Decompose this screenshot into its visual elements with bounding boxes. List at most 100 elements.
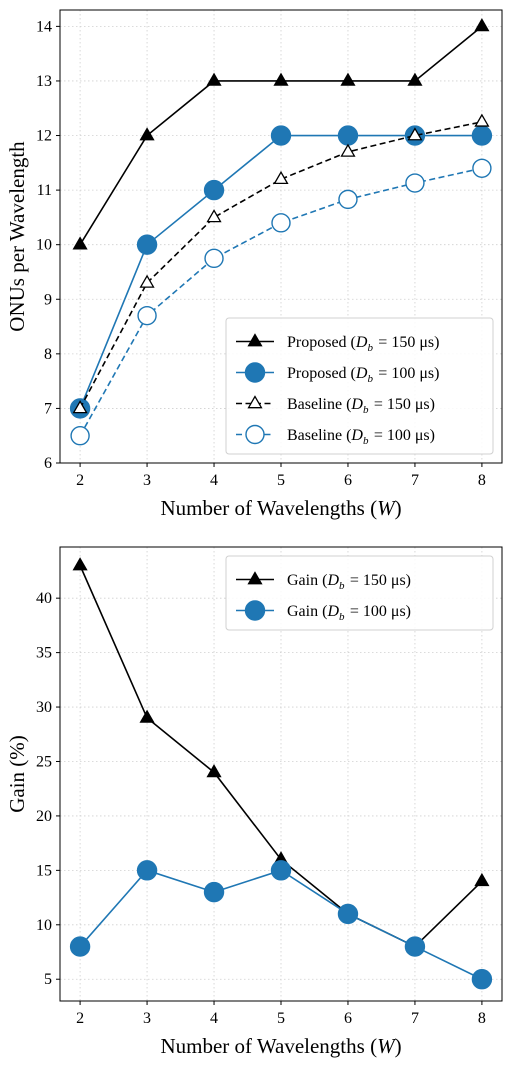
legend-box [225,555,494,631]
x-tick-label: 7 [411,472,419,489]
data-point [340,143,356,157]
data-point [270,125,292,146]
data-point [270,860,292,881]
data-point [70,426,90,446]
data-point [405,173,425,193]
data-point [407,127,423,141]
legend-item: Gain (Db = 100 μs) [236,600,411,623]
data-point [69,936,91,957]
data-point [474,113,490,127]
y-tick-label: 10 [36,917,52,934]
data-point [139,127,155,141]
data-point [136,860,158,881]
y-tick-label: 8 [44,346,52,363]
data-point [139,274,155,288]
data-point [204,248,224,269]
data-point [139,709,155,723]
legend-label: Baseline (Db = 150 μs) [287,396,435,416]
x-tick-label: 3 [143,1010,151,1027]
data-point [407,72,423,86]
y-tick-label: 30 [36,699,52,716]
data-point [206,72,222,86]
x-tick-label: 8 [478,1010,486,1027]
x-tick-label: 4 [210,472,218,489]
legend-marker [247,395,263,409]
data-point [337,125,359,146]
legend: Gain (Db = 150 μs) Gain (Db = 100 μs) [225,555,494,631]
x-tick-label: 6 [344,472,352,489]
y-tick-label: 25 [36,753,52,770]
x-axis-label: Number of Wavelengths (W) [160,1034,401,1058]
data-point [206,764,222,778]
data-point [206,209,222,223]
legend-item: Proposed (Db = 100 μs) [236,362,439,385]
y-tick-label: 13 [36,73,52,90]
y-tick-label: 11 [37,182,52,199]
x-tick-label: 6 [344,1010,352,1027]
data-point [471,969,493,990]
data-point [271,213,291,233]
chart-1: 2 3 4 5 6 7 8 6 7 8 9 10 11 12 13 14 Number of Wavelengt… [5,9,503,520]
legend-label: Gain (Db = 150 μs) [287,572,411,592]
data-point [72,400,88,414]
legend-label: Baseline (Db = 100 μs) [287,427,435,447]
data-point [203,881,225,903]
legend-marker [244,362,266,383]
x-tick-label: 2 [76,1010,84,1027]
series-proposed-db-150-s [72,18,490,250]
data-point [136,234,158,255]
data-point [471,125,493,146]
y-tick-label: 9 [44,291,52,308]
y-tick-label: 20 [36,808,52,825]
data-point [337,903,359,925]
y-tick-label: 35 [36,645,52,662]
legend-item: Gain (Db = 150 μs) [236,571,411,592]
legend-label: Gain (Db = 100 μs) [287,603,411,623]
x-tick-label: 7 [411,1010,419,1027]
data-point [273,72,289,86]
y-tick-label: 15 [36,862,52,879]
legend-marker [245,424,265,445]
y-tick-label: 7 [44,400,52,417]
data-point [474,18,490,32]
legend-box [225,317,494,455]
series-baseline-db-150-s [72,113,490,414]
legend-marker [247,333,263,347]
data-point [137,305,157,326]
legend-item: Proposed (Db = 150 μs) [236,333,439,354]
x-tick-label: 3 [143,472,151,489]
legend-marker [244,600,266,621]
data-point [404,936,426,957]
x-tick-label: 2 [76,472,84,489]
y-tick-label: 6 [44,455,52,472]
data-point [273,170,289,185]
legend-item: Baseline (Db = 100 μs) [236,424,435,447]
legend-item: Baseline (Db = 150 μs) [236,395,435,416]
data-point [72,236,88,250]
data-point [72,557,88,571]
y-tick-label: 12 [36,128,52,145]
y-axis-label: ONUs per Wavelength [5,141,29,332]
x-tick-label: 5 [277,472,285,489]
data-point [338,189,358,210]
data-point [203,179,225,201]
y-tick-label: 10 [36,237,52,254]
legend-label: Proposed (Db = 100 μs) [287,365,439,385]
x-tick-label: 4 [210,1010,218,1027]
chart-2: 2 3 4 5 6 7 8 5 10 15 20 25 30 35 40 Number of Waveleng… [5,546,503,1058]
x-tick-label: 8 [478,472,486,489]
y-axis-label: Gain (%) [5,735,29,813]
legend-label: Proposed (Db = 150 μs) [287,334,439,354]
x-axis-label: Number of Wavelengths (W) [160,496,401,520]
data-point [340,72,356,86]
legend-marker [247,571,263,585]
legend: Proposed (Db = 150 μs) Proposed (Db = 100… [225,317,494,455]
x-tick-label: 5 [277,1010,285,1027]
y-tick-label: 5 [44,971,52,988]
data-point [474,872,490,887]
y-tick-label: 14 [36,18,52,35]
series-baseline-db-100-s [70,158,492,446]
y-tick-label: 40 [36,590,52,607]
data-point [472,158,492,178]
